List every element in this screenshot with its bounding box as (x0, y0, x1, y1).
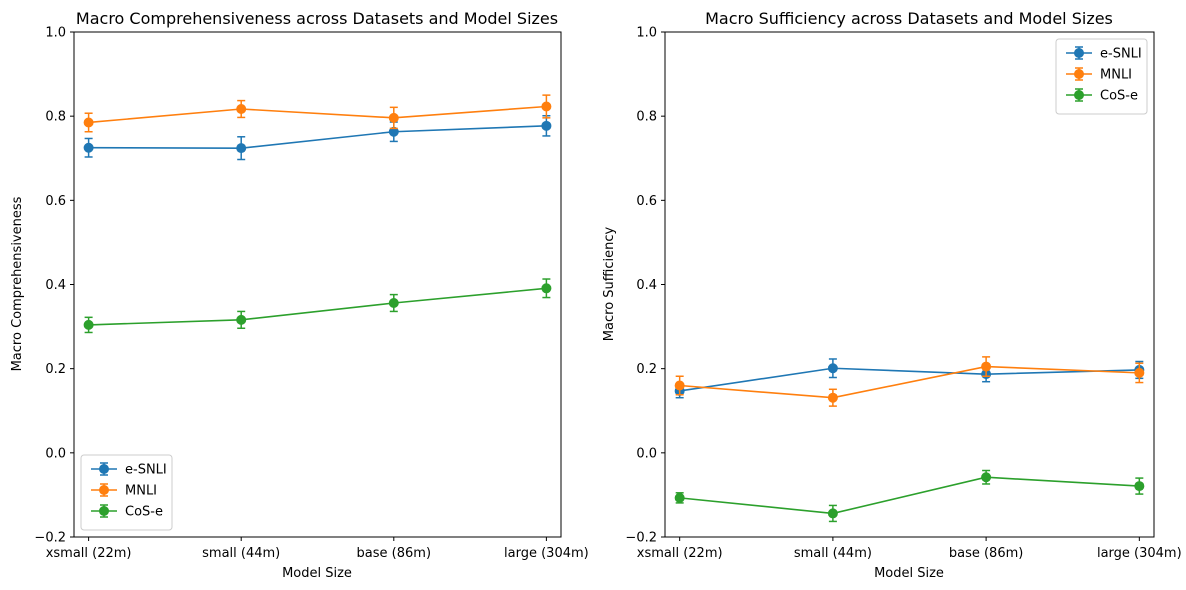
data-point (1134, 481, 1145, 492)
legend-label: MNLI (1100, 68, 1132, 83)
plot-frame (73, 31, 562, 538)
data-point (388, 112, 399, 123)
series-line (88, 287, 547, 326)
y-tick-label: 0.6 (636, 194, 657, 209)
legend-label: CoS-e (125, 505, 163, 520)
x-axis-label: Model Size (874, 566, 944, 581)
legend-label: MNLI (125, 484, 157, 499)
legend-label: e-SNLI (1100, 47, 1142, 62)
y-tick-label: 0.4 (45, 278, 66, 293)
y-tick-label: 0.2 (636, 362, 657, 377)
data-point (388, 298, 399, 309)
x-tick-label: xsmall (22m) (637, 546, 723, 561)
series-line (679, 367, 1140, 392)
data-point (388, 126, 399, 137)
data-point (981, 361, 992, 372)
x-tick-label: small (44m) (202, 546, 280, 561)
comprehensiveness-chart: Macro Comprehensiveness across Datasets … (10, 9, 589, 581)
data-point (236, 104, 247, 115)
data-point (827, 508, 838, 519)
y-tick-label: 0.8 (636, 110, 657, 125)
data-point (1134, 367, 1145, 378)
data-point (981, 472, 992, 483)
y-tick-label: 0.4 (636, 278, 657, 293)
legend-label: e-SNLI (125, 463, 167, 478)
y-tick-label: 1.0 (45, 26, 66, 41)
y-tick-label: 0.8 (45, 110, 66, 125)
legend: e-SNLI MNLI CoS-e (80, 454, 173, 531)
x-axis-label: Model Size (282, 566, 352, 581)
y-axis-label: Macro Sufficiency (602, 227, 617, 342)
data-point (541, 101, 552, 112)
sufficiency-chart: Macro Sufficiency across Datasets and Mo… (602, 9, 1182, 581)
data-point (83, 117, 94, 128)
series-line (679, 365, 1140, 399)
y-tick-label: 0.2 (45, 362, 66, 377)
legend-marker (1074, 48, 1084, 58)
legend: e-SNLI MNLI CoS-e (1055, 38, 1148, 115)
data-point (541, 283, 552, 294)
data-point (674, 380, 685, 391)
chart-title: Macro Sufficiency across Datasets and Mo… (705, 9, 1113, 28)
data-point (236, 314, 247, 325)
x-tick-label: base (86m) (357, 546, 431, 561)
data-point (83, 319, 94, 330)
y-tick-label: 0.0 (45, 446, 66, 461)
legend-marker (99, 485, 109, 495)
legend-marker (1074, 69, 1084, 79)
x-tick-label: base (86m) (949, 546, 1023, 561)
y-tick-label: −0.2 (625, 531, 657, 546)
x-tick-label: large (304m) (1097, 546, 1182, 561)
legend-marker (99, 464, 109, 474)
legend-marker (1074, 90, 1084, 100)
legend-marker (99, 506, 109, 516)
y-tick-label: 1.0 (636, 26, 657, 41)
chart-title: Macro Comprehensiveness across Datasets … (76, 9, 558, 28)
x-tick-label: large (304m) (504, 546, 589, 561)
data-point (236, 143, 247, 154)
series-line (88, 125, 547, 149)
data-point (541, 120, 552, 131)
x-tick-label: small (44m) (794, 546, 872, 561)
data-point (827, 363, 838, 374)
data-point (827, 392, 838, 403)
series-line (679, 476, 1140, 515)
data-point (674, 492, 685, 503)
plot-frame (664, 31, 1155, 538)
y-axis-label: Macro Comprehensiveness (10, 196, 25, 371)
y-tick-label: −0.2 (34, 531, 66, 546)
series-line (88, 105, 547, 124)
legend-label: CoS-e (1100, 89, 1138, 104)
y-tick-label: 0.0 (636, 446, 657, 461)
y-tick-label: 0.6 (45, 194, 66, 209)
data-point (83, 142, 94, 153)
x-tick-label: xsmall (22m) (46, 546, 132, 561)
